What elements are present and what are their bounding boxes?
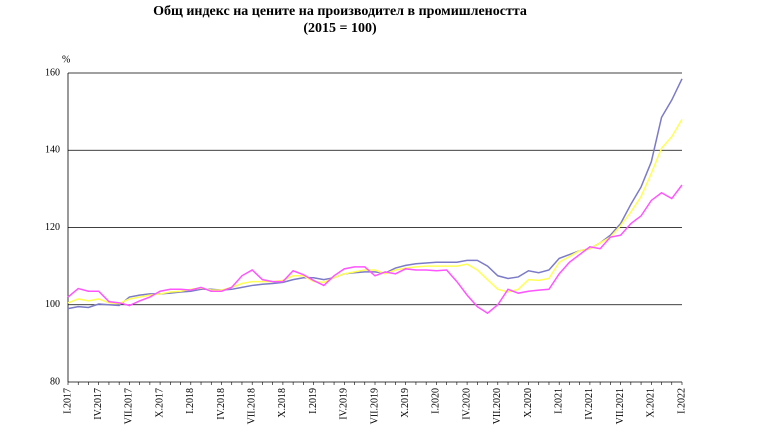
x-tick-label: VII.2019 <box>369 388 380 424</box>
x-tick-label: IV.2019 <box>339 388 350 420</box>
chart-subtitle: (2015 = 100) <box>303 21 377 36</box>
x-tick-label: X.2021 <box>646 388 657 418</box>
data-line <box>67 184 683 315</box>
x-tick-label: VII.2020 <box>492 388 503 424</box>
x-tick-label: VII.2017 <box>124 388 135 424</box>
y-unit: % <box>62 54 70 65</box>
x-tick-label: X.2017 <box>154 388 165 418</box>
chart-title: Общ индекс на цените на производител в п… <box>153 4 527 19</box>
x-tick-label: X.2018 <box>277 388 288 418</box>
y-tick-label: 100 <box>45 299 60 310</box>
x-tick-label: VII.2021 <box>615 388 626 424</box>
y-tick-label: 140 <box>45 145 60 156</box>
x-tick-label: X.2020 <box>523 388 534 418</box>
x-tick-label: VII.2018 <box>246 388 257 424</box>
y-tick-label: 80 <box>50 376 60 387</box>
x-tick-label: X.2019 <box>400 388 411 418</box>
x-tick-label: I.2017 <box>62 388 73 414</box>
x-tick-label: I.2021 <box>553 388 564 414</box>
x-tick-label: I.2020 <box>431 388 442 414</box>
x-tick-label: I.2022 <box>676 388 687 414</box>
x-tick-label: IV.2020 <box>461 388 472 420</box>
data-line <box>67 118 683 305</box>
y-tick-label: 120 <box>45 222 60 233</box>
x-tick-label: I.2019 <box>308 388 319 414</box>
x-tick-label: IV.2021 <box>584 388 595 420</box>
y-tick-label: 160 <box>45 67 60 78</box>
x-tick-label: IV.2017 <box>93 388 104 420</box>
data-line <box>67 78 683 310</box>
x-tick-label: IV.2018 <box>216 388 227 420</box>
x-tick-label: I.2018 <box>185 388 196 414</box>
